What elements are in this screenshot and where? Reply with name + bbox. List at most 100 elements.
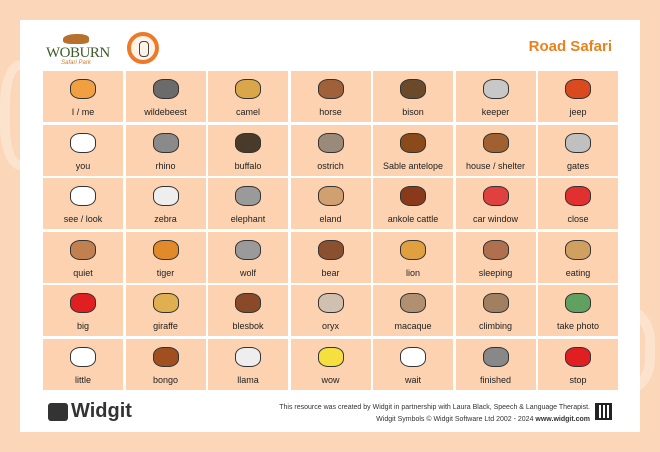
symbol-cell: bongo xyxy=(125,338,206,390)
symbol-label: climbing xyxy=(478,321,512,331)
symbol-label: oryx xyxy=(321,321,339,331)
symbol-label: eland xyxy=(319,214,342,224)
symbol-cell: blesbok xyxy=(208,285,288,336)
symbol-label: elephant xyxy=(230,214,266,224)
symbol-label: lion xyxy=(405,267,420,278)
stop-icon xyxy=(565,346,591,367)
widgit-logo-icon xyxy=(48,402,68,421)
close-icon xyxy=(565,186,591,206)
sable-antelope-icon xyxy=(400,132,426,153)
horse-icon xyxy=(317,79,344,99)
tiger-icon xyxy=(63,34,89,44)
symbol-cell: camel xyxy=(208,71,288,122)
wait-icon xyxy=(400,346,426,367)
finished-icon xyxy=(482,346,509,367)
ostrich-icon xyxy=(317,132,344,153)
credits: This resource was created by Widgit in p… xyxy=(279,402,590,426)
symbol-label: take photo xyxy=(556,321,600,331)
sleeping-icon xyxy=(482,239,509,260)
symbol-label: big xyxy=(76,321,89,331)
symbol-board: WOBURN Safari Park Road Safari I / me wil… xyxy=(20,20,640,432)
symbol-cell: rhino xyxy=(125,124,206,176)
symbol-label: bear xyxy=(321,267,340,278)
symbol-cell: eland xyxy=(290,178,371,229)
page-title: Road Safari xyxy=(528,38,612,55)
lion-icon xyxy=(400,239,426,260)
symbol-label: bongo xyxy=(152,374,179,385)
symbol-cell: wildebeest xyxy=(125,71,206,122)
wow-icon xyxy=(317,346,344,367)
symbol-cell: giraffe xyxy=(125,285,206,336)
symbol-label: quiet xyxy=(73,267,93,278)
symbol-label: tiger xyxy=(156,267,175,278)
camel-icon xyxy=(235,79,261,99)
symbol-cell: llama xyxy=(208,338,288,390)
symbol-label: car window xyxy=(472,214,519,224)
symbol-cell: sleeping xyxy=(455,231,536,283)
symbol-cell: tiger xyxy=(125,231,206,283)
symbol-label: close xyxy=(567,214,589,224)
ankole-cattle-icon xyxy=(400,186,426,206)
bongo-icon xyxy=(152,346,179,367)
symbol-cell: buffalo xyxy=(208,124,288,176)
symbol-label: stop xyxy=(569,374,587,385)
symbol-label: you xyxy=(75,160,91,171)
woburn-logo: WOBURN Safari Park xyxy=(46,34,110,74)
symbol-cell: little xyxy=(43,338,123,390)
oryx-icon xyxy=(317,293,344,313)
symbol-label: gates xyxy=(566,160,590,171)
symbol-cell: wait xyxy=(373,338,453,390)
symbol-cell: jeep xyxy=(538,71,618,122)
symbol-cell: bison xyxy=(373,71,453,122)
tiger-icon xyxy=(152,239,179,260)
symbol-label: jeep xyxy=(569,107,587,117)
giraffe-icon xyxy=(152,293,179,313)
eland-icon xyxy=(317,186,344,206)
symbol-cell: you xyxy=(43,124,123,176)
credit-line: This resource was created by Widgit in p… xyxy=(279,404,590,411)
symbol-cell: I / me xyxy=(43,71,123,122)
bison-icon xyxy=(400,79,426,99)
symbol-cell: bear xyxy=(290,231,371,283)
symbol-label: wildebeest xyxy=(144,107,187,117)
symbol-label: bison xyxy=(402,107,424,117)
climbing-icon xyxy=(482,293,509,313)
symbol-cell: zebra xyxy=(125,178,206,229)
logo-subtitle: Safari Park xyxy=(61,60,91,66)
symbol-label: ankole cattle xyxy=(387,214,439,224)
website-link[interactable]: www.widgit.com xyxy=(535,416,590,423)
brand-text: Widgit xyxy=(71,400,132,422)
symbol-label: house / shelter xyxy=(465,160,526,171)
symbol-label: sleeping xyxy=(478,267,513,278)
zebra-icon xyxy=(152,186,179,206)
symbol-label: camel xyxy=(235,107,260,117)
symbol-label: wolf xyxy=(239,267,256,278)
macaque-icon xyxy=(400,293,426,313)
qr-code-icon xyxy=(595,403,612,420)
take-photo-icon xyxy=(565,293,591,313)
symbol-label: I / me xyxy=(71,107,95,117)
gates-icon xyxy=(565,132,591,153)
symbol-label: llama xyxy=(237,374,259,385)
symbol-cell: wolf xyxy=(208,231,288,283)
symbol-cell: stop xyxy=(538,338,618,390)
symbol-label: blesbok xyxy=(232,321,264,331)
symbol-label: giraffe xyxy=(153,321,178,331)
i-me-icon xyxy=(70,79,96,99)
symbol-label: wait xyxy=(404,374,421,385)
car-window-icon xyxy=(482,186,509,206)
jeep-icon xyxy=(565,79,591,99)
wildebeest-icon xyxy=(152,79,179,99)
bear-icon xyxy=(317,239,344,260)
buffalo-icon xyxy=(235,132,261,153)
house-shelter-icon xyxy=(482,132,509,153)
symbol-label: keeper xyxy=(481,107,510,117)
keeper-icon xyxy=(482,79,509,99)
symbol-label: Sable antelope xyxy=(382,160,444,171)
symbol-cell: oryx xyxy=(290,285,371,336)
symbol-label: ostrich xyxy=(317,160,344,171)
blesbok-icon xyxy=(235,293,261,313)
symbol-grid: I / me wildebeest camel horse bison keeper jee… xyxy=(43,71,618,390)
symbol-label: buffalo xyxy=(234,160,262,171)
big-icon xyxy=(70,293,96,313)
